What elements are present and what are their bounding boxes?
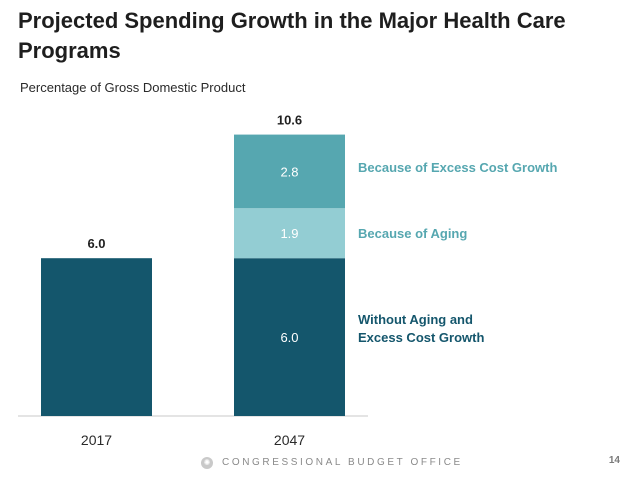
cbo-seal-icon: ✺: [201, 457, 213, 469]
footer: ✺ CONGRESSIONAL BUDGET OFFICE 14: [0, 455, 638, 475]
total-label-2017: 6.0: [87, 236, 105, 251]
legend-group: Because of Excess Cost Growth Because of …: [358, 160, 557, 345]
legend-line: Excess Cost Growth: [358, 330, 484, 345]
page-number: 14: [608, 455, 620, 466]
segment-label-2047-without-aging-and-excess-cost-growth: 6.0: [280, 330, 298, 345]
total-label-2047: 10.6: [277, 113, 302, 128]
bar-2017-without-aging-and-excess-cost-growth: [41, 258, 152, 416]
x-tick-labels-group: 2017 2047: [81, 432, 305, 448]
segment-label-2047-because-of-aging: 1.9: [280, 226, 298, 241]
bars-group: [41, 134, 345, 416]
legend-label-because-of-excess-cost-growth: Because of Excess Cost Growth: [358, 160, 557, 175]
segment-labels-group: 6.0 1.9 2.8: [280, 164, 298, 345]
footer-agency-name: CONGRESSIONAL BUDGET OFFICE: [222, 457, 463, 468]
legend-line: Because of Aging: [358, 226, 467, 241]
bar-2047-because-of-aging: [234, 208, 345, 259]
legend-line: Without Aging and: [358, 312, 473, 327]
chart-title: Projected Spending Growth in the Major H…: [18, 8, 566, 63]
chart-subtitle: Percentage of Gross Domestic Product: [20, 80, 246, 95]
x-tick-label-2047: 2047: [274, 432, 305, 448]
legend-label-because-of-aging: Because of Aging: [358, 226, 467, 241]
total-labels-group: 6.0 10.6: [87, 113, 302, 252]
legend-label-without-aging-and-excess-cost-growth: Without Aging and Excess Cost Growth: [358, 312, 484, 345]
segment-label-2047-because-of-excess-cost-growth: 2.8: [280, 164, 298, 179]
bar-2047-without-aging-and-excess-cost-growth: [234, 258, 345, 416]
x-tick-label-2017: 2017: [81, 432, 112, 448]
bar-2047-because-of-excess-cost-growth: [234, 134, 345, 209]
legend-line: Because of Excess Cost Growth: [358, 160, 557, 175]
